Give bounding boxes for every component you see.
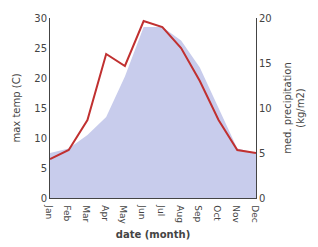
svg-text:15: 15 — [259, 58, 272, 69]
svg-text:Feb: Feb — [62, 205, 72, 221]
svg-text:max temp (C): max temp (C) — [11, 73, 22, 142]
svg-text:May: May — [118, 205, 128, 224]
svg-text:Aug: Aug — [175, 205, 185, 223]
svg-text:20: 20 — [34, 73, 47, 84]
svg-text:Jul: Jul — [156, 204, 166, 216]
svg-text:Jan: Jan — [44, 204, 54, 219]
svg-text:20: 20 — [259, 13, 272, 24]
svg-text:date (month): date (month) — [116, 229, 190, 240]
svg-text:Mar: Mar — [81, 205, 91, 222]
svg-text:10: 10 — [34, 133, 47, 144]
svg-text:med. precipitation(kg/m2): med. precipitation(kg/m2) — [282, 62, 306, 154]
svg-text:Sep: Sep — [193, 205, 203, 222]
svg-text:Oct: Oct — [212, 205, 222, 221]
svg-text:10: 10 — [259, 103, 272, 114]
svg-text:5: 5 — [259, 148, 265, 159]
svg-text:Dec: Dec — [250, 205, 260, 222]
svg-text:15: 15 — [34, 103, 47, 114]
svg-text:Apr: Apr — [100, 205, 110, 221]
svg-text:5: 5 — [41, 163, 47, 174]
svg-text:0: 0 — [259, 193, 265, 204]
svg-text:25: 25 — [34, 43, 47, 54]
svg-text:30: 30 — [34, 13, 47, 24]
svg-text:0: 0 — [41, 193, 47, 204]
svg-text:Nov: Nov — [231, 205, 241, 223]
svg-text:Jun: Jun — [137, 204, 147, 219]
